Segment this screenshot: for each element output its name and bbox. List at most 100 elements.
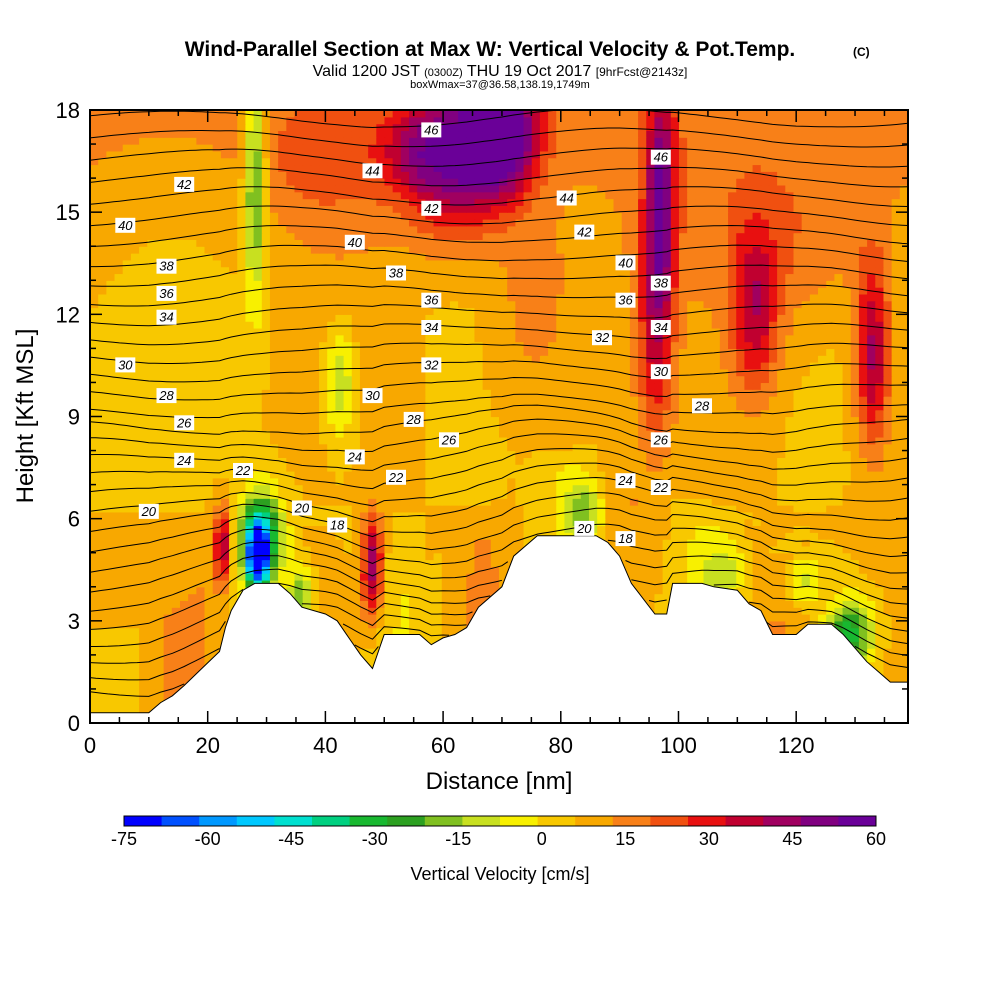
velocity-cell [212,436,222,445]
velocity-cell [564,505,574,513]
velocity-cell [785,436,795,445]
velocity-cell [834,620,844,629]
velocity-cell [818,491,827,499]
velocity-cell [613,518,623,527]
velocity-cell [818,477,827,486]
velocity-cell [752,477,762,486]
velocity-cell [670,511,680,520]
velocity-cell [670,559,680,567]
velocity-cell [793,566,803,574]
velocity-cell [106,430,116,438]
velocity-cell [572,498,582,506]
velocity-cell [351,566,361,574]
velocity-cell [384,607,394,615]
velocity-cell [785,389,795,397]
velocity-cell [736,409,745,418]
velocity-cell [458,511,467,520]
velocity-cell [572,443,582,452]
velocity-cell [515,423,525,431]
velocity-cell [768,518,778,527]
velocity-cell [98,627,107,636]
velocity-cell [106,607,116,615]
velocity-cell [777,443,786,452]
velocity-cell [629,450,639,458]
velocity-cell [695,389,705,397]
velocity-cell [286,430,296,438]
velocity-cell [449,505,459,513]
velocity-cell [302,423,312,431]
velocity-cell [662,409,672,418]
velocity-cell [179,559,189,567]
velocity-cell [523,491,533,499]
velocity-cell [368,416,377,424]
velocity-cell [417,518,426,527]
velocity-cell [891,627,901,636]
velocity-cell [433,491,443,499]
velocity-cell [368,634,377,642]
velocity-cell [130,559,140,567]
velocity-cell [417,559,426,567]
velocity-cell [245,491,255,499]
velocity-cell [90,532,99,540]
velocity-cell [703,579,713,588]
velocity-cell [409,464,418,472]
velocity-cell [801,539,811,547]
velocity-cell [842,573,852,581]
velocity-cell [253,511,263,520]
velocity-cell [368,627,377,636]
velocity-cell [834,470,844,479]
velocity-cell [523,402,533,411]
velocity-cell [327,436,336,445]
velocity-cell [237,511,247,520]
velocity-cell [556,498,566,506]
velocity-cell [638,389,647,397]
velocity-cell [335,409,345,418]
velocity-cell [359,566,369,574]
velocity-cell [580,443,590,452]
velocity-cell [531,525,541,533]
velocity-cell [597,525,606,533]
velocity-cell [580,491,590,499]
velocity-cell [417,539,426,547]
velocity-cell [482,430,492,438]
velocity-cell [400,491,410,499]
velocity-cell [588,491,598,499]
velocity-cell [90,682,99,690]
velocity-cell [482,443,492,452]
velocity-cell [253,443,263,452]
velocity-cell [809,470,819,479]
velocity-cell [278,539,287,547]
velocity-cell [269,402,279,411]
velocity-cell [646,532,656,540]
velocity-cell [179,382,189,390]
velocity-cell [171,518,181,527]
velocity-cell [752,436,762,445]
velocity-cell [662,450,672,458]
velocity-cell [899,396,908,404]
velocity-cell [499,518,508,527]
velocity-cell [376,525,386,533]
velocity-cell [114,484,124,493]
velocity-cell [425,382,435,390]
velocity-cell [335,614,345,622]
velocity-cell [163,586,173,595]
velocity-cell [179,505,189,513]
velocity-cell [646,566,656,574]
velocity-cell [359,477,369,486]
velocity-cell [327,477,336,486]
velocity-cell [458,491,467,499]
velocity-cell [588,498,598,506]
velocity-cell [466,566,476,574]
velocity-cell [188,607,197,615]
velocity-cell [458,416,467,424]
velocity-cell [212,579,222,588]
velocity-cell [163,436,173,445]
velocity-cell [499,484,508,493]
velocity-cell [613,498,623,506]
velocity-cell [768,436,778,445]
velocity-cell [376,593,386,601]
velocity-cell [343,559,353,567]
velocity-cell [826,566,835,574]
velocity-cell [90,402,99,411]
velocity-cell [801,518,811,527]
